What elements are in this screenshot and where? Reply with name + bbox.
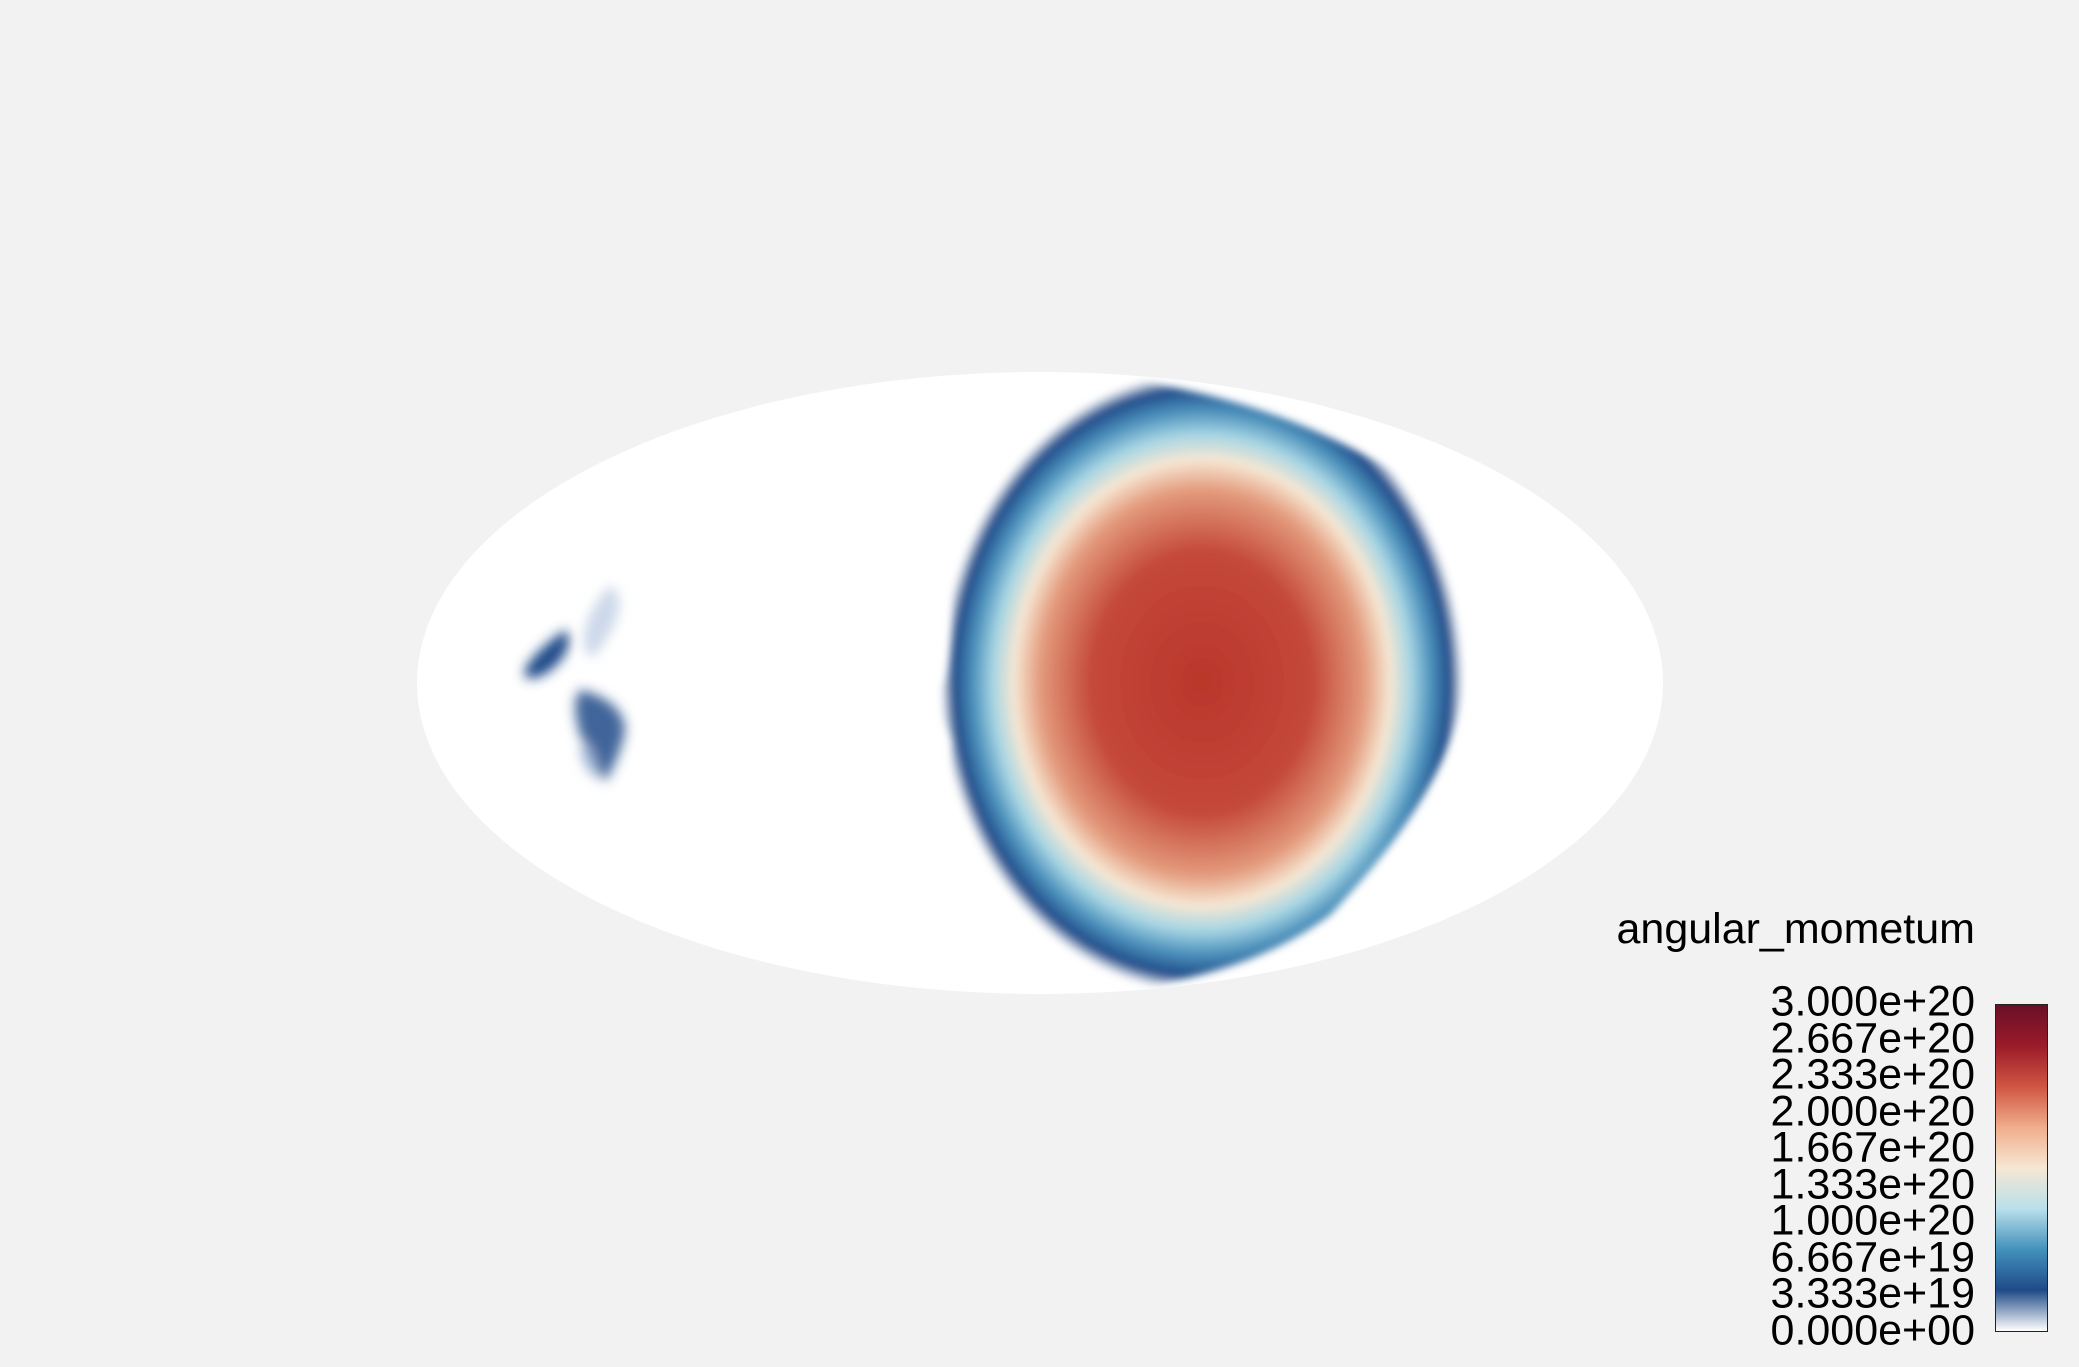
colorbar xyxy=(1995,1004,2048,1332)
colorbar-tick-label: 2.000e+20 xyxy=(1770,1087,1975,1136)
colorbar-tick-label: 3.000e+20 xyxy=(1770,977,1975,1026)
colorbar-tick-label: 3.333e+19 xyxy=(1770,1269,1975,1318)
colorbar-tick-label: 1.667e+20 xyxy=(1770,1123,1975,1172)
colorbar-tick-labels: 3.000e+20 2.667e+20 2.333e+20 2.000e+20 1.66… xyxy=(1675,980,1975,1352)
small-cluster xyxy=(524,585,625,782)
colorbar-tick-label: 0.000e+00 xyxy=(1770,1306,1975,1355)
colorbar-tick-label: 2.333e+20 xyxy=(1770,1050,1975,1099)
high-value-lobe xyxy=(940,372,1464,993)
colorbar-tick-label: 6.667e+19 xyxy=(1770,1233,1975,1282)
colorbar-tick-label: 1.333e+20 xyxy=(1770,1160,1975,1209)
colorbar-title: angular_mometum xyxy=(1616,905,1975,953)
colorbar-tick-label: 1.000e+20 xyxy=(1770,1196,1975,1245)
colorbar-tick-label: 2.667e+20 xyxy=(1770,1014,1975,1063)
